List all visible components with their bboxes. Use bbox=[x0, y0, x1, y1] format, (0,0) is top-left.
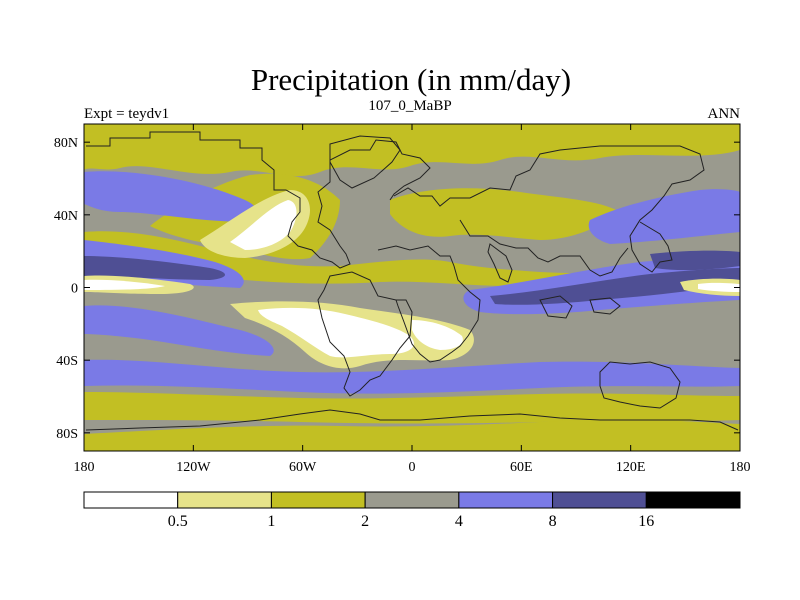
colorbar-box bbox=[552, 491, 647, 509]
australia-outline bbox=[599, 361, 681, 409]
y-tick-label: 40N bbox=[54, 209, 78, 224]
eurasia-outline bbox=[393, 145, 705, 273]
south-america-outline bbox=[317, 271, 413, 397]
chart-title: Precipitation (in mm/day) bbox=[251, 62, 571, 97]
colorbar-box bbox=[458, 491, 554, 509]
north-atlantic-heavy-rain bbox=[650, 250, 740, 271]
continent-outlines bbox=[85, 131, 739, 431]
period-label: 107_0_MaBP bbox=[368, 98, 451, 114]
y-tick-label: 0 bbox=[71, 282, 78, 297]
colorbar-level-label: 0.5 bbox=[168, 513, 188, 530]
north-subtropical-band bbox=[84, 231, 740, 287]
colorbar-box bbox=[364, 491, 460, 509]
colorbar-box bbox=[83, 491, 179, 509]
africa-outline bbox=[377, 245, 481, 363]
x-tick-label: 60E bbox=[510, 460, 533, 475]
southeast-asia-islands-outline bbox=[539, 295, 621, 319]
west-pacific-heavy-rain bbox=[84, 256, 225, 280]
equatorial-dry-tongue-west-core bbox=[84, 279, 165, 290]
map-plot-area: 180 120W 60W 0 60E 120E 180 80N 40N 0 40S 80S bbox=[54, 123, 751, 475]
colorbar-level-label: 16 bbox=[638, 513, 654, 530]
india-outline bbox=[487, 243, 513, 283]
x-tick-label: 120E bbox=[616, 460, 646, 475]
colorbar-level-label: 4 bbox=[455, 513, 463, 530]
colorbar-level-label: 8 bbox=[549, 513, 557, 530]
north-atlantic-storm-track bbox=[588, 189, 740, 244]
precipitation-field bbox=[84, 124, 740, 451]
north-pacific-storm-track bbox=[84, 171, 259, 222]
y-tick-label: 80S bbox=[56, 427, 78, 442]
na-desert-core bbox=[230, 200, 297, 250]
y-tick-label: 80N bbox=[54, 136, 78, 151]
colorbar-box bbox=[270, 491, 366, 509]
equatorial-dry-tongue-east-core bbox=[698, 282, 740, 292]
east-equatorial-heavy-rain bbox=[490, 268, 740, 305]
axis-ticks: 180 120W 60W 0 60E 120E 180 80N 40N 0 40S 80S bbox=[54, 124, 751, 475]
south-asia-outline bbox=[459, 219, 629, 277]
x-tick-label: 60W bbox=[289, 460, 317, 475]
south-subtropical-band bbox=[84, 392, 740, 424]
southern-desert-core-east bbox=[412, 320, 463, 350]
colorbar-level-label: 1 bbox=[267, 513, 275, 530]
season-label: ANN bbox=[708, 106, 741, 122]
y-tick-label: 40S bbox=[56, 354, 78, 369]
x-tick-label: 180 bbox=[730, 460, 751, 475]
arctic-band bbox=[84, 124, 740, 177]
southern-ocean-storm-track bbox=[84, 359, 740, 394]
greenland-outline bbox=[329, 135, 401, 189]
southern-desert-core bbox=[258, 307, 414, 358]
experiment-label: Expt = teydv1 bbox=[84, 106, 169, 122]
antarctic-band bbox=[84, 419, 740, 451]
antarctica-outline bbox=[85, 409, 739, 431]
colorbar-level-label: 2 bbox=[361, 513, 369, 530]
x-tick-label: 120W bbox=[176, 460, 211, 475]
colorbar: 0.5 1 2 4 8 16 bbox=[83, 491, 741, 530]
asia-dry-zone bbox=[390, 188, 620, 240]
x-tick-label: 0 bbox=[409, 460, 416, 475]
x-tick-label: 180 bbox=[74, 460, 95, 475]
south-moist-band bbox=[84, 305, 274, 356]
colorbar-box bbox=[645, 491, 741, 509]
colorbar-box bbox=[177, 491, 272, 509]
north-america-outline bbox=[86, 131, 431, 269]
